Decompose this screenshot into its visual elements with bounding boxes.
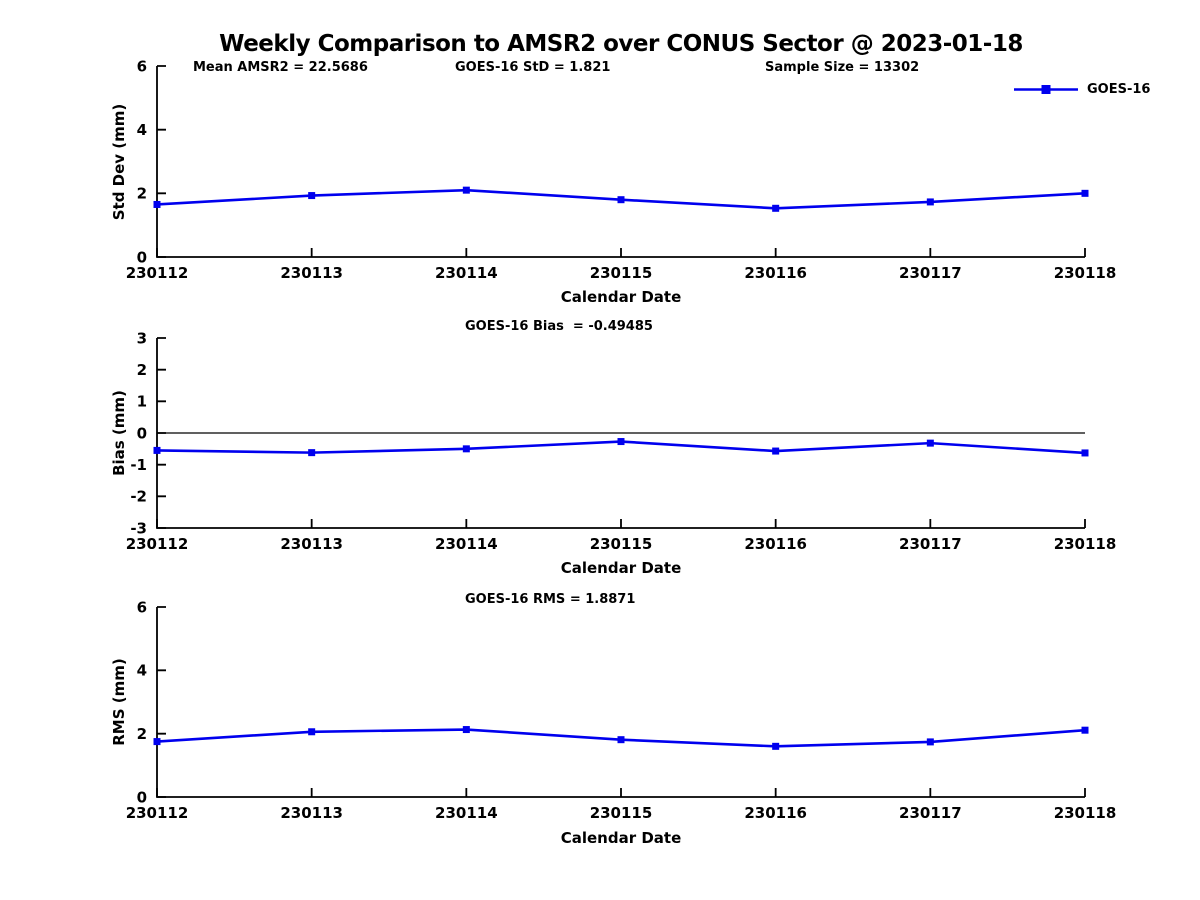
stddev-y-axis-label: Std Dev (mm) — [110, 103, 128, 221]
data-point-marker — [1081, 726, 1089, 734]
y-tick-label: -1 — [130, 456, 147, 474]
data-point-marker — [462, 445, 470, 453]
data-point-marker — [462, 726, 470, 734]
legend-goes16: GOES-16 — [1013, 82, 1150, 97]
data-point-marker — [926, 439, 934, 447]
data-point-marker — [617, 196, 625, 204]
x-tick-label: 230116 — [744, 264, 807, 282]
axis-ticks — [156, 65, 1086, 258]
data-point-marker — [308, 449, 316, 457]
data-point-marker — [308, 192, 316, 200]
x-tick-label: 230113 — [280, 804, 343, 822]
y-tick-label: 0 — [137, 788, 147, 806]
x-tick-label: 230116 — [744, 804, 807, 822]
data-point-marker — [772, 204, 780, 212]
data-point-marker — [772, 742, 780, 750]
data-point-marker — [153, 446, 161, 454]
x-tick-label: 230117 — [899, 264, 962, 282]
x-tick-label: 230113 — [280, 535, 343, 553]
data-point-marker — [308, 728, 316, 736]
rms-subplot-title: GOES-16 RMS = 1.8871 — [465, 592, 636, 607]
x-tick-label: 230112 — [126, 264, 189, 282]
x-tick-label: 230114 — [435, 535, 498, 553]
y-tick-label: -2 — [130, 488, 147, 506]
y-tick-label: 0 — [137, 248, 147, 266]
bias-subplot-title: GOES-16 Bias = -0.49485 — [465, 319, 653, 334]
stat-sample-size: Sample Size = 13302 — [765, 60, 920, 75]
x-tick-label: 230115 — [590, 535, 653, 553]
data-point-marker — [926, 198, 934, 206]
x-tick-label: 230112 — [126, 804, 189, 822]
y-tick-label: 4 — [137, 121, 147, 139]
bias-y-axis-label: Bias (mm) — [110, 390, 128, 476]
rms-x-axis-label: Calendar Date — [560, 829, 682, 847]
data-point-marker — [617, 736, 625, 744]
axis-spines — [156, 66, 1085, 258]
y-tick-label: 6 — [137, 598, 147, 616]
data-point-marker — [153, 738, 161, 746]
x-tick-label: 230112 — [126, 535, 189, 553]
x-tick-label: 230113 — [280, 264, 343, 282]
x-tick-label: 230114 — [435, 264, 498, 282]
data-point-marker — [153, 200, 161, 208]
y-tick-label: 4 — [137, 662, 147, 680]
y-tick-label: 2 — [137, 185, 147, 203]
y-tick-label: 2 — [137, 725, 147, 743]
axis-ticks — [156, 337, 1086, 529]
chart-title: Weekly Comparison to AMSR2 over CONUS Se… — [219, 31, 1023, 57]
data-point-marker — [926, 738, 934, 746]
legend-label: GOES-16 — [1087, 82, 1151, 97]
y-tick-label: 2 — [137, 361, 147, 379]
x-tick-label: 230118 — [1054, 264, 1117, 282]
data-point-marker — [462, 186, 470, 194]
bias-subplot: -3 -2 -1 0 1 2 3 230112 230113 230114 230115 230116… — [126, 329, 1117, 553]
axis-ticks — [156, 606, 1086, 798]
y-tick-label: 1 — [137, 393, 147, 411]
data-point-marker — [1081, 449, 1089, 457]
stddev-x-axis-label: Calendar Date — [560, 288, 682, 306]
y-tick-label: 3 — [137, 329, 147, 347]
x-tick-label: 230117 — [899, 535, 962, 553]
x-tick-label: 230115 — [590, 804, 653, 822]
y-tick-label: -3 — [130, 519, 147, 537]
x-tick-label: 230114 — [435, 804, 498, 822]
rms-subplot: 0 2 4 6 230112 230113 230114 230115 230116 230117… — [126, 598, 1117, 822]
data-point-marker — [772, 447, 780, 455]
x-tick-label: 230117 — [899, 804, 962, 822]
data-point-marker — [1081, 189, 1089, 197]
x-tick-label: 230118 — [1054, 535, 1117, 553]
stddev-subplot: 0 2 4 6 230112 230113 230114 230115 230116 230117… — [126, 57, 1117, 282]
x-tick-label: 230115 — [590, 264, 653, 282]
y-tick-label: 0 — [137, 424, 147, 442]
stat-goes16-std: GOES-16 StD = 1.821 — [455, 60, 611, 75]
legend-line-marker-icon — [1014, 85, 1078, 94]
stat-mean-amsr2: Mean AMSR2 = 22.5686 — [193, 60, 368, 75]
data-point-marker — [617, 438, 625, 446]
bias-x-axis-label: Calendar Date — [560, 559, 682, 577]
x-tick-label: 230118 — [1054, 804, 1117, 822]
y-tick-label: 6 — [137, 57, 147, 75]
x-tick-label: 230116 — [744, 535, 807, 553]
axis-spines — [156, 607, 1085, 798]
rms-y-axis-label: RMS (mm) — [110, 658, 128, 746]
